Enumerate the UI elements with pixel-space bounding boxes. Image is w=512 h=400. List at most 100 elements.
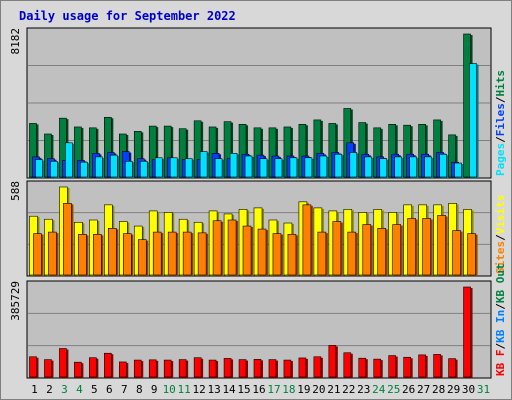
bar-pages-day-7 xyxy=(124,160,133,178)
bar-kb-f-day-21 xyxy=(328,345,337,378)
legend-item-visits-1: / xyxy=(494,234,507,241)
bar-kb-f-day-11 xyxy=(178,359,187,378)
bar-kb-f-day-28 xyxy=(433,354,441,378)
bar-kb-f-day-3 xyxy=(59,348,67,378)
legend-visits: Sites/Visits xyxy=(494,195,507,275)
legend-item-kbytes-0: KB F xyxy=(494,350,507,377)
bar-kb-f-day-4 xyxy=(74,361,82,378)
bar-kb-f-day-20 xyxy=(313,356,322,378)
bar-kb-f-day-8 xyxy=(133,359,142,378)
x-tick-label-day-31: 31 xyxy=(477,383,490,396)
bar-pages-day-13 xyxy=(214,158,223,178)
legend-item-hits-4: Hits xyxy=(494,70,507,97)
bar-pages-day-19 xyxy=(304,157,313,178)
legend-item-hits-1: / xyxy=(494,136,507,143)
bar-sites-day-19 xyxy=(302,204,312,276)
bar-kb-f-day-23 xyxy=(358,357,367,378)
x-tick-label-day-30: 30 xyxy=(462,383,475,396)
x-tick-label-day-5: 5 xyxy=(91,383,98,396)
bar-pages-day-24 xyxy=(379,158,388,178)
x-tick-label-day-23: 23 xyxy=(357,383,370,396)
bar-sites-day-27 xyxy=(422,218,431,276)
x-tick-label-day-14: 14 xyxy=(222,383,236,396)
x-tick-label-day-6: 6 xyxy=(106,383,113,396)
bar-sites-day-25 xyxy=(392,224,402,276)
bar-pages-day-22 xyxy=(349,152,358,178)
x-tick-label-day-26: 26 xyxy=(402,383,415,396)
x-tick-label-day-25: 25 xyxy=(387,383,400,396)
bar-kb-f-day-2 xyxy=(44,359,52,378)
bar-pages-day-21 xyxy=(334,153,343,178)
bar-kb-f-day-1 xyxy=(29,356,37,378)
bar-kb-f-day-19 xyxy=(298,357,307,378)
bar-pages-day-26 xyxy=(409,156,417,178)
bar-pages-day-8 xyxy=(139,160,148,178)
bar-kb-f-day-15 xyxy=(238,359,247,378)
bar-pages-day-17 xyxy=(274,158,283,178)
x-tick-label-day-7: 7 xyxy=(121,383,128,396)
bar-kb-f-day-30 xyxy=(463,286,471,378)
bar-sites-day-26 xyxy=(407,218,416,276)
bar-kb-f-day-24 xyxy=(373,358,382,378)
legend-item-hits-2: Files xyxy=(494,103,507,136)
bar-pages-day-28 xyxy=(439,153,447,178)
bar-pages-day-6 xyxy=(110,154,118,178)
x-tick-label-day-16: 16 xyxy=(252,383,265,396)
bar-sites-day-10 xyxy=(167,231,177,276)
bar-kb-f-day-18 xyxy=(283,359,292,378)
x-tick-label-day-29: 29 xyxy=(447,383,460,396)
bar-sites-day-17 xyxy=(272,233,282,276)
bar-sites-day-1 xyxy=(33,233,42,276)
bar-sites-day-24 xyxy=(377,228,387,276)
x-tick-label-day-4: 4 xyxy=(76,383,83,396)
x-tick-label-day-15: 15 xyxy=(237,383,250,396)
bar-pages-day-30 xyxy=(469,63,477,178)
bar-pages-day-10 xyxy=(169,157,178,178)
x-tick-label-day-19: 19 xyxy=(297,383,310,396)
bar-pages-day-25 xyxy=(394,156,403,178)
bar-sites-day-13 xyxy=(212,220,222,276)
bar-pages-day-14 xyxy=(229,153,238,178)
bar-sites-day-28 xyxy=(437,215,446,276)
bar-kb-f-day-29 xyxy=(448,358,456,378)
bar-pages-day-9 xyxy=(154,157,163,178)
legend-hits: Pages/Files/Hits xyxy=(494,70,507,176)
bar-sites-day-9 xyxy=(152,231,162,276)
bar-pages-day-20 xyxy=(319,155,328,178)
x-tick-label-day-13: 13 xyxy=(207,383,220,396)
x-tick-label-day-8: 8 xyxy=(136,383,143,396)
x-tick-label-day-1: 1 xyxy=(31,383,38,396)
x-tick-label-day-17: 17 xyxy=(267,383,280,396)
bar-sites-day-22 xyxy=(347,231,357,276)
x-tick-label-day-20: 20 xyxy=(312,383,325,396)
bar-pages-day-3 xyxy=(65,142,73,178)
bar-sites-day-5 xyxy=(93,234,102,276)
bar-kb-f-day-10 xyxy=(163,359,172,378)
bar-sites-day-11 xyxy=(182,231,192,276)
x-tick-label-day-22: 22 xyxy=(342,383,355,396)
bar-sites-day-15 xyxy=(242,225,252,276)
legend-item-kbytes-2: KB In xyxy=(494,310,507,343)
bar-sites-day-23 xyxy=(362,224,372,276)
bar-kb-f-day-7 xyxy=(118,361,127,378)
legend-item-kbytes-4: KB Out xyxy=(494,263,507,303)
legend-item-kbytes-1: / xyxy=(494,343,507,350)
x-tick-label-day-11: 11 xyxy=(178,383,191,396)
x-tick-label-day-21: 21 xyxy=(327,383,340,396)
bar-pages-day-27 xyxy=(424,156,432,178)
bar-kb-f-day-25 xyxy=(388,355,397,378)
bar-sites-day-8 xyxy=(137,239,147,276)
bar-sites-day-16 xyxy=(257,228,267,276)
bar-kb-f-day-5 xyxy=(89,357,97,378)
x-tick-label-day-18: 18 xyxy=(282,383,295,396)
x-tick-label-day-9: 9 xyxy=(151,383,158,396)
bar-kb-f-day-6 xyxy=(104,352,112,378)
bar-pages-day-23 xyxy=(364,156,373,178)
bar-sites-day-12 xyxy=(197,232,207,276)
x-tick-label-day-28: 28 xyxy=(432,383,445,396)
bar-pages-day-4 xyxy=(80,161,88,178)
y-axis-max-label-visits: 588 xyxy=(9,181,22,201)
bar-sites-day-18 xyxy=(287,234,297,276)
